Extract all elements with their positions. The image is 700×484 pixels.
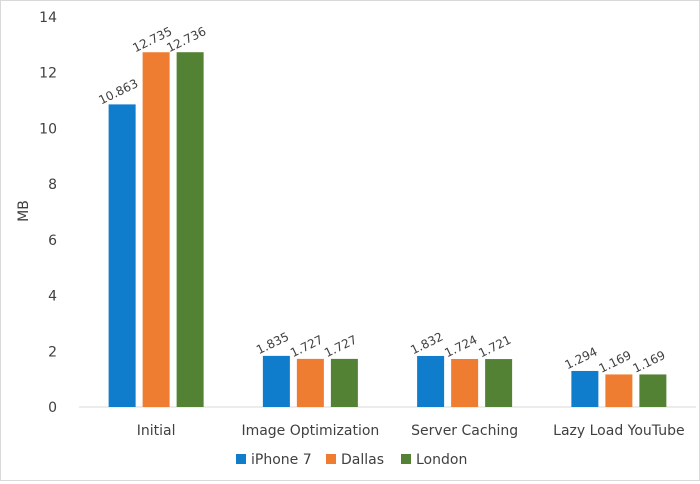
legend-label: London: [416, 452, 467, 468]
bar-dallas: [605, 374, 633, 407]
bar-iphone-7: [262, 355, 290, 407]
y-tick-label: 4: [48, 289, 57, 305]
x-category-label: Image Optimization: [241, 423, 379, 439]
y-axis-label: MB: [16, 200, 32, 222]
bar-london: [639, 374, 667, 407]
bar-london: [330, 358, 358, 407]
x-category-label: Server Caching: [411, 423, 518, 439]
legend-swatch-iphone-7: [236, 454, 246, 464]
bar-iphone-7: [108, 104, 136, 408]
y-tick-label: 8: [48, 177, 57, 193]
legend-label: iPhone 7: [251, 452, 312, 468]
data-label: 1.169: [631, 348, 668, 376]
data-label: 1.721: [476, 333, 513, 361]
legend-swatch-dallas: [326, 454, 336, 464]
data-label: 1.169: [597, 348, 634, 376]
y-tick-label: 6: [48, 233, 57, 249]
y-tick-label: 10: [39, 121, 57, 137]
data-label: 12.736: [164, 24, 208, 55]
data-label: 1.294: [563, 345, 600, 373]
legend-swatch-london: [401, 454, 411, 464]
data-label: 1.832: [408, 330, 445, 358]
y-tick-label: 0: [48, 400, 57, 416]
bar-dallas: [296, 358, 324, 407]
bar-london: [176, 52, 204, 408]
data-label: 1.724: [442, 333, 479, 361]
data-label: 1.835: [254, 329, 291, 357]
y-tick-label: 12: [39, 66, 57, 82]
data-label: 1.727: [288, 332, 325, 360]
bar-iphone-7: [417, 355, 445, 407]
bar-dallas: [451, 358, 479, 407]
bar-iphone-7: [571, 370, 599, 407]
y-tick-label: 2: [48, 344, 57, 360]
data-label: 10.863: [96, 76, 140, 107]
bar-london: [485, 359, 513, 407]
x-category-label: Initial: [137, 423, 176, 439]
data-label: 1.727: [322, 332, 359, 360]
y-tick-label: 14: [39, 10, 57, 26]
x-category-label: Lazy Load YouTube: [553, 423, 684, 439]
legend-label: Dallas: [341, 452, 384, 468]
bar-dallas: [142, 52, 170, 407]
